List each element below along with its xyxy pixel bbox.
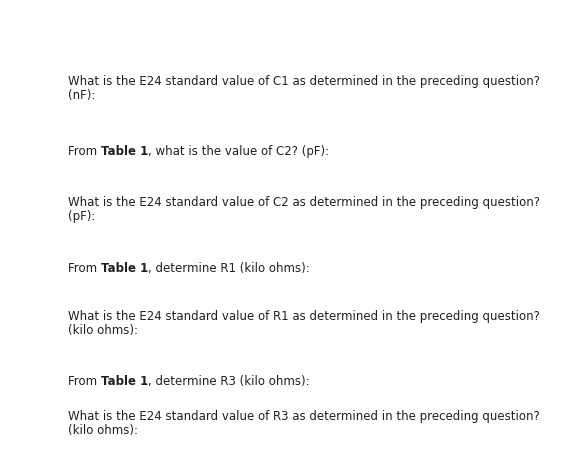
Text: What is the E24 standard value of R3 as determined in the preceding question?: What is the E24 standard value of R3 as … [68,410,540,423]
Text: Table 1: Table 1 [101,262,148,275]
Text: Table 1: Table 1 [101,375,148,388]
Text: , determine R3 (kilo ohms):: , determine R3 (kilo ohms): [148,375,309,388]
Text: (nF):: (nF): [68,89,95,102]
Text: From: From [68,145,101,158]
Text: From: From [68,375,101,388]
Text: What is the E24 standard value of R1 as determined in the preceding question?: What is the E24 standard value of R1 as … [68,310,540,323]
Text: (kilo ohms):: (kilo ohms): [68,424,138,437]
Text: Table 1: Table 1 [101,145,148,158]
Text: What is the E24 standard value of C2 as determined in the preceding question?: What is the E24 standard value of C2 as … [68,196,540,209]
Text: (kilo ohms):: (kilo ohms): [68,324,138,337]
Text: (pF):: (pF): [68,210,95,223]
Text: What is the E24 standard value of C1 as determined in the preceding question?: What is the E24 standard value of C1 as … [68,75,540,88]
Text: , determine R1 (kilo ohms):: , determine R1 (kilo ohms): [148,262,310,275]
Text: , what is the value of C2? (pF):: , what is the value of C2? (pF): [148,145,329,158]
Text: From: From [68,262,101,275]
